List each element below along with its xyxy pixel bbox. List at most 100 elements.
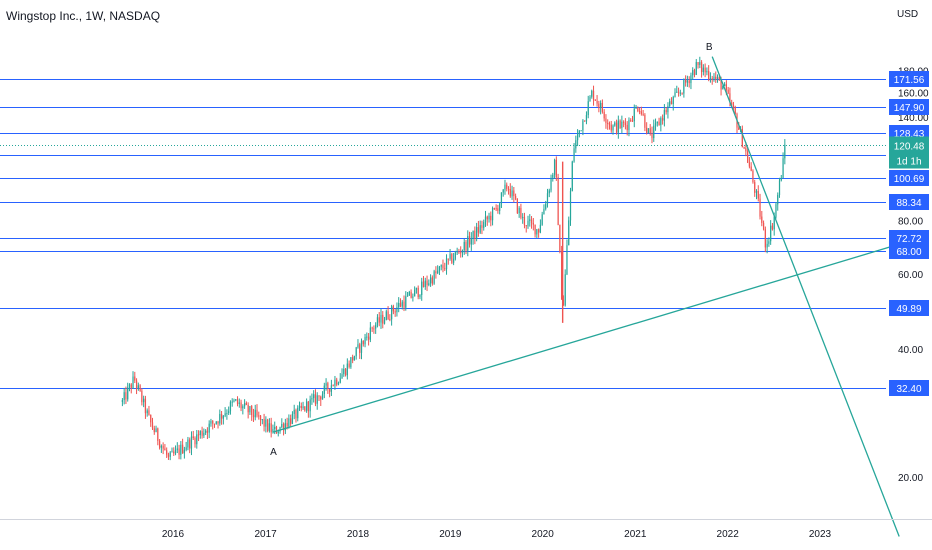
candle bbox=[626, 121, 628, 136]
candle bbox=[493, 207, 495, 210]
candle bbox=[615, 119, 618, 135]
candle bbox=[685, 75, 687, 87]
candle-body bbox=[534, 224, 536, 235]
candle bbox=[360, 338, 363, 360]
y-tick-label: 40.00 bbox=[898, 345, 923, 356]
candle-body bbox=[656, 121, 658, 124]
candle-body bbox=[704, 67, 706, 73]
candle-body bbox=[143, 398, 145, 403]
candle-body bbox=[176, 448, 178, 450]
candle-body bbox=[538, 229, 540, 233]
candle bbox=[215, 421, 217, 425]
candle bbox=[550, 174, 552, 193]
candle-body bbox=[600, 102, 602, 109]
level-tag-label: 32.40 bbox=[896, 384, 921, 395]
candle bbox=[575, 135, 577, 153]
candle bbox=[552, 172, 554, 182]
candle bbox=[764, 226, 766, 253]
candle-body bbox=[231, 401, 233, 403]
candle-body bbox=[173, 451, 175, 454]
candle-body bbox=[169, 452, 171, 457]
candle-body bbox=[414, 289, 416, 297]
trend-line[interactable] bbox=[273, 241, 905, 433]
candle bbox=[672, 95, 674, 111]
candle-body bbox=[529, 219, 531, 221]
x-tick-label: 2021 bbox=[624, 529, 647, 540]
level-price-tag[interactable]: 88.34 bbox=[889, 194, 929, 210]
candle-body bbox=[444, 268, 446, 270]
candle bbox=[228, 406, 230, 415]
candle-body bbox=[422, 281, 425, 288]
candle bbox=[653, 119, 655, 142]
candle-body bbox=[700, 62, 703, 73]
candle-body bbox=[755, 190, 758, 193]
candle-body bbox=[247, 404, 249, 413]
candle-body bbox=[523, 216, 526, 226]
candle-body bbox=[727, 89, 729, 94]
candle-body bbox=[481, 225, 483, 228]
annotations-layer: AB bbox=[270, 42, 713, 458]
candle bbox=[210, 418, 212, 427]
candle-body bbox=[637, 107, 639, 112]
candle bbox=[135, 378, 138, 395]
candle bbox=[272, 424, 274, 434]
candle-body bbox=[279, 427, 281, 432]
candle-body bbox=[458, 251, 460, 253]
candle bbox=[506, 182, 508, 192]
candle bbox=[591, 89, 593, 99]
candle-body bbox=[468, 236, 471, 245]
candle bbox=[320, 395, 322, 406]
candle bbox=[633, 104, 635, 128]
candle-body bbox=[435, 271, 437, 274]
candle bbox=[502, 188, 504, 197]
candle bbox=[598, 100, 600, 113]
level-price-tag[interactable]: 171.56 bbox=[889, 71, 929, 87]
candle-body bbox=[569, 191, 572, 221]
candle-body bbox=[396, 307, 398, 313]
candle-body bbox=[424, 280, 426, 288]
countdown-label: 1d 1h bbox=[896, 157, 921, 168]
level-price-tag[interactable]: 147.90 bbox=[889, 99, 929, 115]
candle bbox=[181, 438, 184, 454]
level-price-tag[interactable]: 32.40 bbox=[889, 380, 929, 396]
candle-body bbox=[433, 271, 435, 284]
candle-body bbox=[320, 396, 322, 400]
candle-body bbox=[371, 327, 373, 329]
candle-body bbox=[153, 428, 155, 433]
level-tag-label: 88.34 bbox=[896, 198, 921, 209]
level-price-tag[interactable]: 100.69 bbox=[889, 170, 929, 186]
candle-body bbox=[592, 90, 595, 100]
candle-body bbox=[183, 449, 186, 454]
candle-body bbox=[376, 317, 379, 325]
candle-body bbox=[164, 448, 166, 451]
candle-body bbox=[773, 216, 775, 230]
candle bbox=[352, 354, 354, 364]
trend-line[interactable] bbox=[711, 56, 900, 537]
candle bbox=[348, 360, 350, 369]
candle bbox=[219, 409, 221, 426]
level-price-tag[interactable]: 72.72 bbox=[889, 230, 929, 246]
candle-body bbox=[747, 151, 749, 163]
candle-body bbox=[495, 208, 497, 210]
candle bbox=[410, 289, 412, 299]
candle bbox=[610, 120, 612, 133]
candle-body bbox=[484, 216, 487, 223]
candle bbox=[323, 382, 325, 399]
candle bbox=[623, 120, 625, 128]
candle bbox=[346, 358, 348, 380]
candle-body bbox=[258, 415, 260, 417]
candle bbox=[716, 74, 719, 83]
level-price-tag[interactable]: 68.00 bbox=[889, 243, 929, 259]
candle-body bbox=[665, 110, 667, 113]
candle bbox=[421, 277, 423, 301]
candle-body bbox=[686, 80, 689, 83]
level-price-tag[interactable]: 49.89 bbox=[889, 300, 929, 316]
candle-body bbox=[125, 392, 127, 400]
candle bbox=[240, 399, 242, 412]
x-tick-label: 2023 bbox=[809, 529, 832, 540]
candle-body bbox=[532, 222, 534, 225]
candle-body bbox=[745, 148, 747, 152]
candle bbox=[171, 447, 173, 453]
candle-body bbox=[419, 295, 421, 298]
